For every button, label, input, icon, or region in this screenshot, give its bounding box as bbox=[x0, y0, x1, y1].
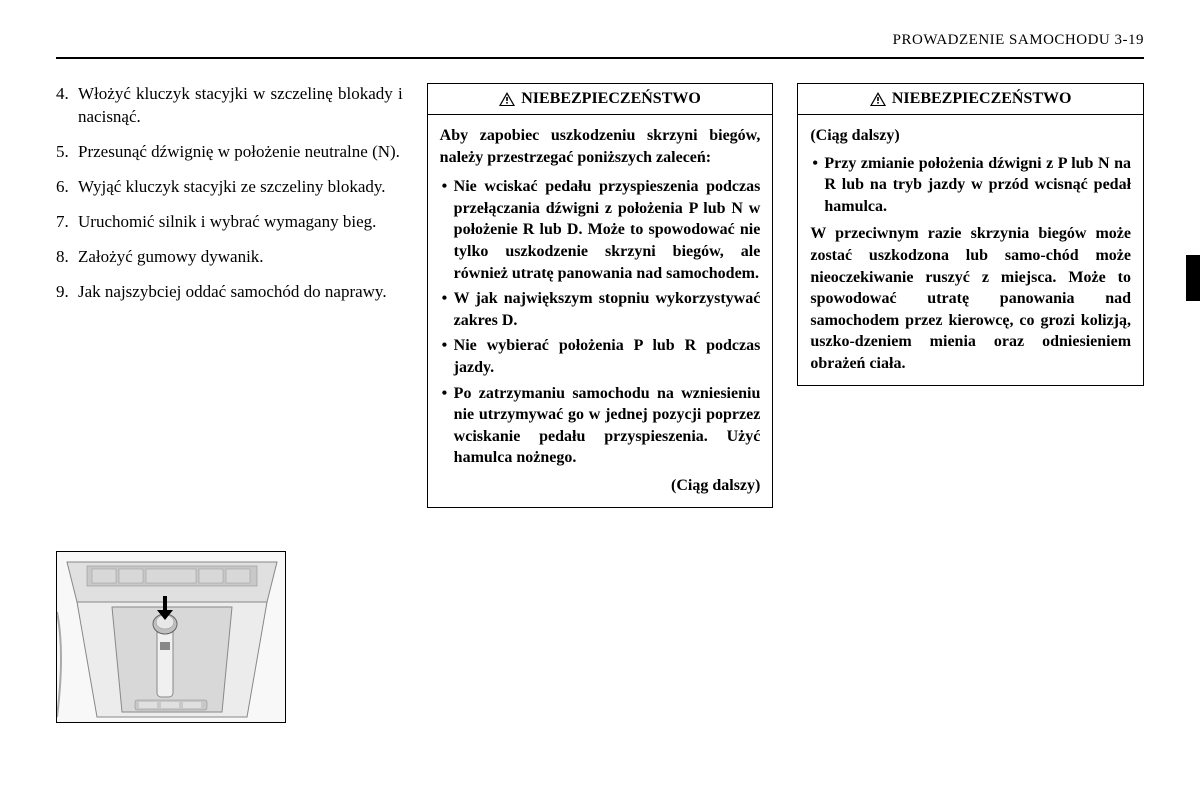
warning-triangle-icon bbox=[499, 92, 515, 106]
right-column: NIEBEZPIECZEŃSTWO (Ciąg dalszy) Przy zmi… bbox=[797, 83, 1144, 723]
warning-triangle-icon bbox=[870, 92, 886, 106]
page-number: 3-19 bbox=[1115, 32, 1145, 48]
continued-label: (Ciąg dalszy) bbox=[440, 475, 761, 497]
warning-intro: Aby zapobiec uszkodzeniu skrzyni biegów,… bbox=[440, 125, 761, 168]
left-column: Włożyć kluczyk stacyjki w szczelinę blok… bbox=[56, 83, 403, 723]
warning-box-1: NIEBEZPIECZEŃSTWO Aby zapobiec uszkodzen… bbox=[427, 83, 774, 508]
step-item: Uruchomić silnik i wybrać wymagany bieg. bbox=[56, 211, 403, 234]
step-item: Przesunąć dźwignię w położenie neutralne… bbox=[56, 141, 403, 164]
warning-bullet: Nie wybierać położenia P lub R podczas j… bbox=[440, 335, 761, 378]
warning-body: Aby zapobiec uszkodzeniu skrzyni biegów,… bbox=[428, 115, 773, 507]
page-tab-marker bbox=[1186, 255, 1200, 301]
page-header: PROWADZENIE SAMOCHODU 3-19 bbox=[56, 32, 1144, 49]
continued-from-label: (Ciąg dalszy) bbox=[810, 125, 1131, 147]
warning-bullet: Po zatrzymaniu samochodu na wzniesieniu … bbox=[440, 383, 761, 469]
warning-title: NIEBEZPIECZEŃSTWO bbox=[428, 84, 773, 115]
warning-box-2: NIEBEZPIECZEŃSTWO (Ciąg dalszy) Przy zmi… bbox=[797, 83, 1144, 386]
warning-bullets: Przy zmianie położenia dźwigni z P lub N… bbox=[810, 153, 1131, 218]
steps-list: Włożyć kluczyk stacyjki w szczelinę blok… bbox=[56, 83, 403, 316]
step-item: Wyjąć kluczyk stacyjki ze szczeliny blok… bbox=[56, 176, 403, 199]
step-item: Założyć gumowy dywanik. bbox=[56, 246, 403, 269]
warning-body: (Ciąg dalszy) Przy zmianie położenia dźw… bbox=[798, 115, 1143, 385]
middle-column: NIEBEZPIECZEŃSTWO Aby zapobiec uszkodzen… bbox=[427, 83, 774, 723]
step-item: Włożyć kluczyk stacyjki w szczelinę blok… bbox=[56, 83, 403, 129]
section-title: PROWADZENIE SAMOCHODU bbox=[893, 32, 1111, 48]
step-item: Jak najszybciej oddać samochód do napraw… bbox=[56, 281, 403, 304]
warning-title-text: NIEBEZPIECZEŃSTWO bbox=[892, 90, 1072, 108]
warning-bullet: Nie wciskać pedału przyspieszenia podcza… bbox=[440, 176, 761, 284]
warning-title: NIEBEZPIECZEŃSTWO bbox=[798, 84, 1143, 115]
warning-followup: W przeciwnym razie skrzynia biegów może … bbox=[810, 223, 1131, 374]
warning-bullets: Nie wciskać pedału przyspieszenia podcza… bbox=[440, 176, 761, 469]
content-columns: Włożyć kluczyk stacyjki w szczelinę blok… bbox=[56, 83, 1144, 723]
gear-shift-illustration bbox=[56, 551, 286, 723]
warning-bullet: Przy zmianie położenia dźwigni z P lub N… bbox=[810, 153, 1131, 218]
warning-bullet: W jak największym stopniu wykorzystywać … bbox=[440, 288, 761, 331]
warning-title-text: NIEBEZPIECZEŃSTWO bbox=[521, 90, 701, 108]
header-divider bbox=[56, 57, 1144, 59]
